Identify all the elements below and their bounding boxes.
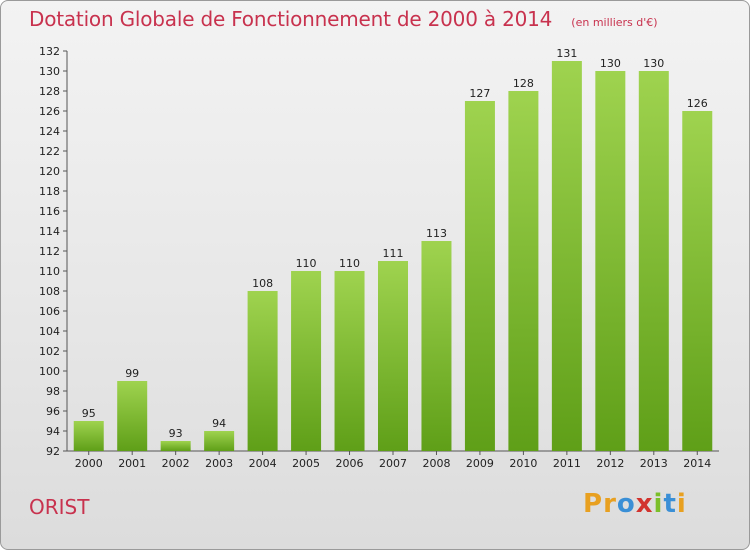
logo-letter: t	[663, 489, 677, 519]
logo-letter: i	[676, 489, 687, 519]
x-tick-label-2006: 2006	[336, 457, 364, 470]
y-tick-label: 114	[39, 225, 60, 238]
y-tick-label: 94	[46, 425, 60, 438]
x-tick-label-2011: 2011	[553, 457, 581, 470]
x-tick-label-2004: 2004	[249, 457, 277, 470]
y-tick-label: 126	[39, 105, 60, 118]
data-label-2011: 131	[556, 47, 577, 60]
bar-2003	[204, 431, 235, 451]
data-label-2000: 95	[82, 407, 96, 420]
bar-2009	[464, 101, 495, 451]
chart-title-block: Dotation Globale de Fonctionnement de 20…	[29, 7, 658, 31]
y-tick-label: 108	[39, 285, 60, 298]
logo-letter: o	[616, 489, 636, 519]
y-tick-label: 132	[39, 45, 60, 58]
data-label-2001: 99	[125, 367, 139, 380]
bar-2010	[508, 91, 539, 451]
bar-2007	[378, 261, 408, 451]
y-tick-label: 96	[46, 405, 60, 418]
logo-letter: P	[583, 489, 604, 519]
x-tick-label-2007: 2007	[379, 457, 407, 470]
bar-2000	[73, 421, 104, 451]
data-label-2004: 108	[252, 277, 273, 290]
bar-2014	[682, 111, 713, 451]
data-label-2008: 113	[426, 227, 447, 240]
commune-name: ORIST	[29, 495, 90, 519]
y-tick-label: 130	[39, 65, 60, 78]
y-tick-label: 92	[46, 445, 60, 458]
y-tick-label: 122	[39, 145, 60, 158]
y-tick-label: 124	[39, 125, 60, 138]
y-tick-label: 112	[39, 245, 60, 258]
x-tick-label-2003: 2003	[205, 457, 233, 470]
y-tick-label: 104	[39, 325, 60, 338]
data-label-2007: 111	[383, 247, 404, 260]
chart-unit: (en milliers d'€)	[571, 16, 658, 29]
x-tick-label-2005: 2005	[292, 457, 320, 470]
x-tick-label-2013: 2013	[640, 457, 668, 470]
bar-2008	[421, 241, 452, 451]
y-tick-label: 128	[39, 85, 60, 98]
y-tick-label: 98	[46, 385, 60, 398]
y-tick-label: 106	[39, 305, 60, 318]
x-tick-label-2010: 2010	[509, 457, 537, 470]
data-label-2009: 127	[469, 87, 490, 100]
x-tick-label-2008: 2008	[422, 457, 450, 470]
data-label-2003: 94	[212, 417, 226, 430]
bar-2001	[117, 381, 148, 451]
chart-title: Dotation Globale de Fonctionnement de 20…	[29, 7, 553, 31]
x-tick-label-2009: 2009	[466, 457, 494, 470]
bar-2004	[247, 291, 278, 451]
data-label-2002: 93	[169, 427, 183, 440]
proxiti-logo: Proxiti	[583, 489, 687, 519]
x-tick-label-2000: 2000	[75, 457, 103, 470]
bar-2012	[595, 71, 626, 451]
bar-2002	[160, 441, 191, 451]
x-tick-label-2012: 2012	[596, 457, 624, 470]
data-label-2013: 130	[643, 57, 664, 70]
data-label-2014: 126	[687, 97, 708, 110]
y-tick-label: 118	[39, 185, 60, 198]
bar-2006	[334, 271, 365, 451]
bar-2005	[291, 271, 322, 451]
data-label-2005: 110	[296, 257, 317, 270]
y-tick-label: 110	[39, 265, 60, 278]
x-tick-label-2001: 2001	[118, 457, 146, 470]
x-tick-label-2002: 2002	[162, 457, 190, 470]
y-tick-label: 102	[39, 345, 60, 358]
logo-letter: r	[603, 489, 617, 519]
logo-letter: x	[635, 489, 654, 519]
y-tick-label: 100	[39, 365, 60, 378]
bar-2013	[638, 71, 669, 451]
bar-2011	[551, 61, 582, 451]
data-label-2012: 130	[600, 57, 621, 70]
y-tick-label: 116	[39, 205, 60, 218]
data-label-2006: 110	[339, 257, 360, 270]
logo-letter: i	[653, 489, 664, 519]
x-tick-label-2014: 2014	[683, 457, 711, 470]
y-tick-label: 120	[39, 165, 60, 178]
data-label-2010: 128	[513, 77, 534, 90]
